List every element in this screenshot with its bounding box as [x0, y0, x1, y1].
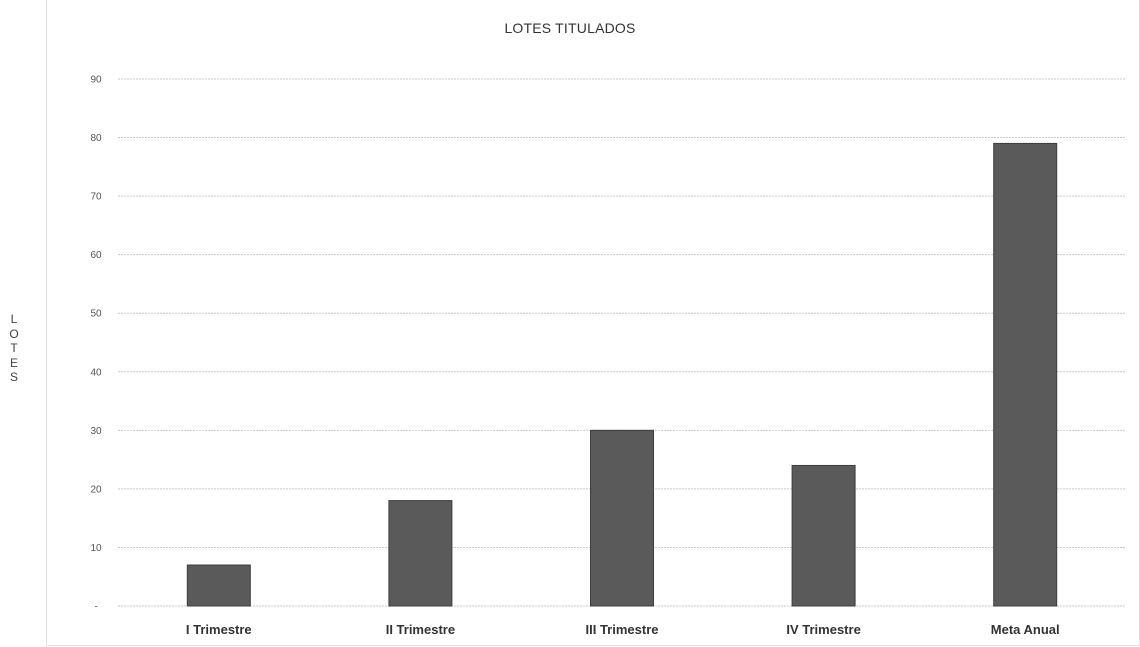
x-tick-labels: I Trimestre II Trimestre III Trimestre IV T…	[186, 622, 1060, 637]
x-tick-label: Meta Anual	[991, 622, 1060, 637]
bar-iv-trimestre	[791, 464, 856, 607]
y-tick-label: 30	[90, 426, 102, 437]
y-tick-label: 90	[90, 75, 102, 86]
y-tick-label: 40	[90, 367, 102, 378]
y-tick-label: 10	[90, 543, 102, 554]
bar-meta-anual	[993, 142, 1058, 607]
y-tick-label: 80	[90, 133, 102, 144]
y-axis-label: L O T E S	[9, 312, 19, 384]
y-tick-label: 50	[90, 309, 102, 320]
bars	[186, 142, 1058, 607]
y-tick-labels: - 10 20 30 40 50 60 70 80 90	[90, 75, 102, 613]
grid-lines	[118, 78, 1126, 607]
y-tick-label: 20	[90, 484, 102, 495]
x-tick-label: II Trimestre	[386, 622, 455, 637]
y-tick-label: 60	[90, 250, 102, 261]
chart-title: LOTES TITULADOS	[504, 20, 636, 36]
bar-i-trimestre	[186, 564, 251, 607]
x-tick-label: IV Trimestre	[786, 622, 860, 637]
bar-iii-trimestre	[590, 429, 654, 607]
x-tick-label: I Trimestre	[186, 622, 252, 637]
y-tick-label: -	[94, 602, 97, 613]
x-tick-label: III Trimestre	[586, 622, 659, 637]
bar-ii-trimestre	[388, 500, 453, 607]
y-tick-label: 70	[90, 192, 102, 203]
